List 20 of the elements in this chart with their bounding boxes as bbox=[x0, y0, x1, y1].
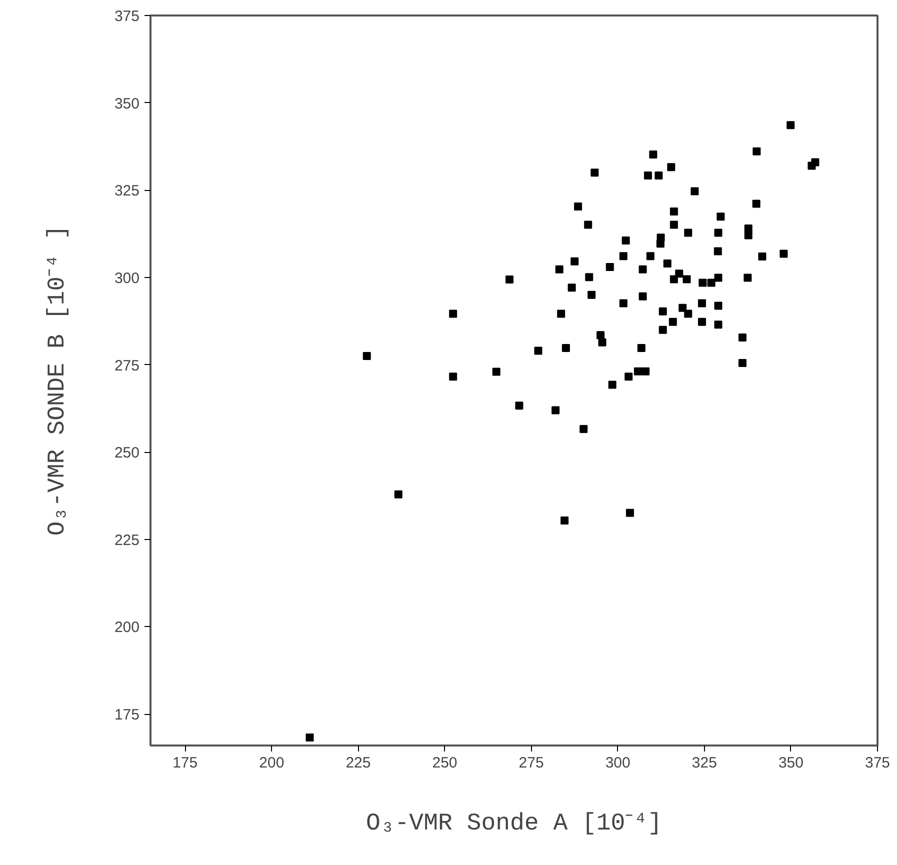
y-tick-label: 200 bbox=[114, 619, 140, 636]
y-tick-label: 225 bbox=[114, 532, 140, 549]
x-axis-title: O₃-VMR Sonde A [10⁻⁴] bbox=[366, 810, 662, 838]
x-tick-label: 275 bbox=[518, 754, 544, 772]
x-tick-label: 325 bbox=[692, 754, 717, 772]
y-tick-label: 250 bbox=[114, 444, 140, 462]
y-tick-label: 300 bbox=[114, 270, 140, 287]
x-tick-label: 300 bbox=[605, 754, 630, 772]
y-tick-label: 325 bbox=[114, 182, 140, 200]
x-tick-label: 350 bbox=[778, 754, 804, 772]
y-tick-label: 175 bbox=[114, 706, 140, 724]
y-axis-title: O₃-VMR SONDE B [10⁻⁴ ] bbox=[44, 225, 72, 536]
x-tick-label: 250 bbox=[432, 754, 458, 772]
x-tick-label: 175 bbox=[172, 754, 198, 772]
x-tick-label: 225 bbox=[346, 754, 371, 772]
y-tick-label: 275 bbox=[114, 357, 140, 374]
x-tick-label: 375 bbox=[864, 754, 890, 772]
x-tick-label: 200 bbox=[259, 754, 284, 772]
y-tick-label: 375 bbox=[114, 8, 140, 25]
y-tick-label: 350 bbox=[114, 95, 140, 112]
